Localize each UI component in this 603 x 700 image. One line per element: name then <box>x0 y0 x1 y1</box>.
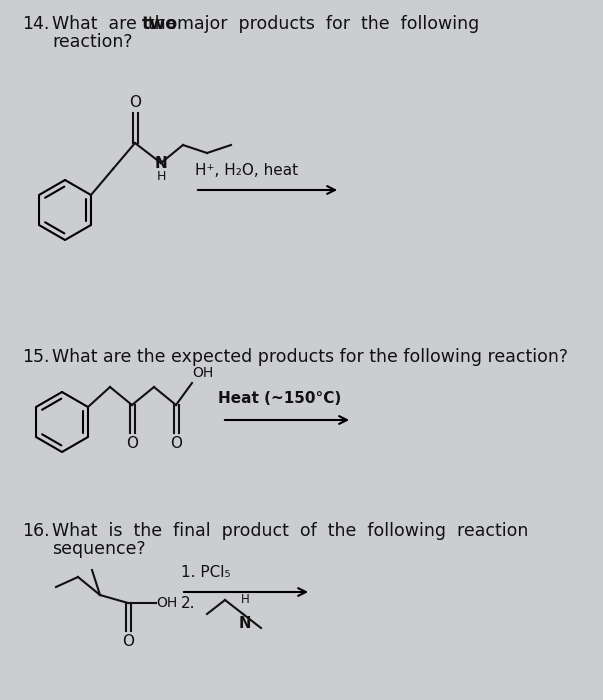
Text: What  are  the: What are the <box>52 15 182 33</box>
Text: O: O <box>170 436 182 451</box>
Text: H: H <box>241 593 250 606</box>
Text: sequence?: sequence? <box>52 540 146 558</box>
Text: O: O <box>129 95 141 110</box>
Text: 1. PCl₅: 1. PCl₅ <box>181 565 230 580</box>
Text: 15.: 15. <box>22 348 49 366</box>
Text: What  is  the  final  product  of  the  following  reaction: What is the final product of the followi… <box>52 522 528 540</box>
Text: O: O <box>126 436 138 451</box>
Text: N: N <box>239 616 251 631</box>
Text: N: N <box>154 155 168 171</box>
Text: What are the expected products for the following reaction?: What are the expected products for the f… <box>52 348 568 366</box>
Text: 14.: 14. <box>22 15 49 33</box>
Text: O: O <box>122 634 134 649</box>
Text: H: H <box>156 171 166 183</box>
Text: major  products  for  the  following: major products for the following <box>166 15 479 33</box>
Text: 2.: 2. <box>181 596 195 611</box>
Text: reaction?: reaction? <box>52 33 133 51</box>
Text: OH: OH <box>192 366 213 380</box>
Text: OH: OH <box>156 596 177 610</box>
Text: Heat (~150°C): Heat (~150°C) <box>218 391 341 406</box>
Text: 16.: 16. <box>22 522 49 540</box>
Text: H⁺, H₂O, heat: H⁺, H₂O, heat <box>195 163 298 178</box>
Text: two: two <box>142 15 178 33</box>
